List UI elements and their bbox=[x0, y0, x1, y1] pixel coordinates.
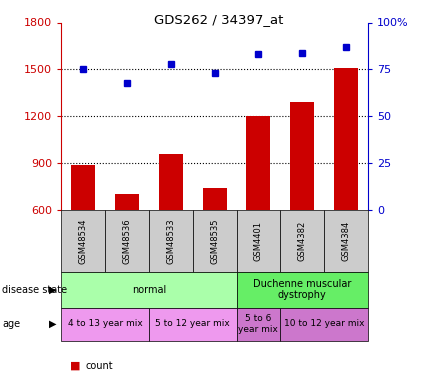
Text: ▶: ▶ bbox=[49, 285, 57, 295]
Bar bbox=[280, 210, 324, 272]
Text: ▶: ▶ bbox=[49, 319, 57, 329]
Bar bbox=[115, 194, 139, 210]
Bar bbox=[105, 210, 149, 272]
Text: 5 to 6
year mix: 5 to 6 year mix bbox=[238, 314, 279, 334]
Text: GDS262 / 34397_at: GDS262 / 34397_at bbox=[154, 13, 284, 26]
Text: disease state: disease state bbox=[2, 285, 67, 295]
Text: GSM4384: GSM4384 bbox=[342, 221, 350, 261]
Bar bbox=[280, 308, 368, 340]
Bar bbox=[159, 154, 183, 210]
Bar bbox=[61, 272, 237, 308]
Text: 4 to 13 year mix: 4 to 13 year mix bbox=[68, 320, 142, 328]
Bar bbox=[290, 102, 314, 210]
Text: GSM48533: GSM48533 bbox=[166, 218, 175, 264]
Text: count: count bbox=[85, 361, 113, 371]
Bar bbox=[237, 272, 368, 308]
Text: GSM4382: GSM4382 bbox=[298, 221, 307, 261]
Text: ■: ■ bbox=[70, 361, 81, 371]
Bar bbox=[237, 210, 280, 272]
Text: 10 to 12 year mix: 10 to 12 year mix bbox=[284, 320, 364, 328]
Text: 5 to 12 year mix: 5 to 12 year mix bbox=[155, 320, 230, 328]
Bar bbox=[202, 188, 227, 210]
Bar bbox=[61, 308, 149, 340]
Text: GSM48536: GSM48536 bbox=[123, 218, 131, 264]
Bar bbox=[246, 116, 270, 210]
Text: age: age bbox=[2, 319, 20, 329]
Bar bbox=[71, 165, 95, 210]
Bar bbox=[61, 210, 105, 272]
Bar bbox=[324, 210, 368, 272]
Bar bbox=[149, 210, 193, 272]
Bar bbox=[237, 308, 280, 340]
Bar bbox=[334, 68, 358, 210]
Text: GSM4401: GSM4401 bbox=[254, 221, 263, 261]
Text: GSM48534: GSM48534 bbox=[79, 218, 88, 264]
Bar bbox=[193, 210, 237, 272]
Text: Duchenne muscular
dystrophy: Duchenne muscular dystrophy bbox=[253, 279, 351, 300]
Text: normal: normal bbox=[132, 285, 166, 295]
Text: GSM48535: GSM48535 bbox=[210, 218, 219, 264]
Bar bbox=[149, 308, 237, 340]
